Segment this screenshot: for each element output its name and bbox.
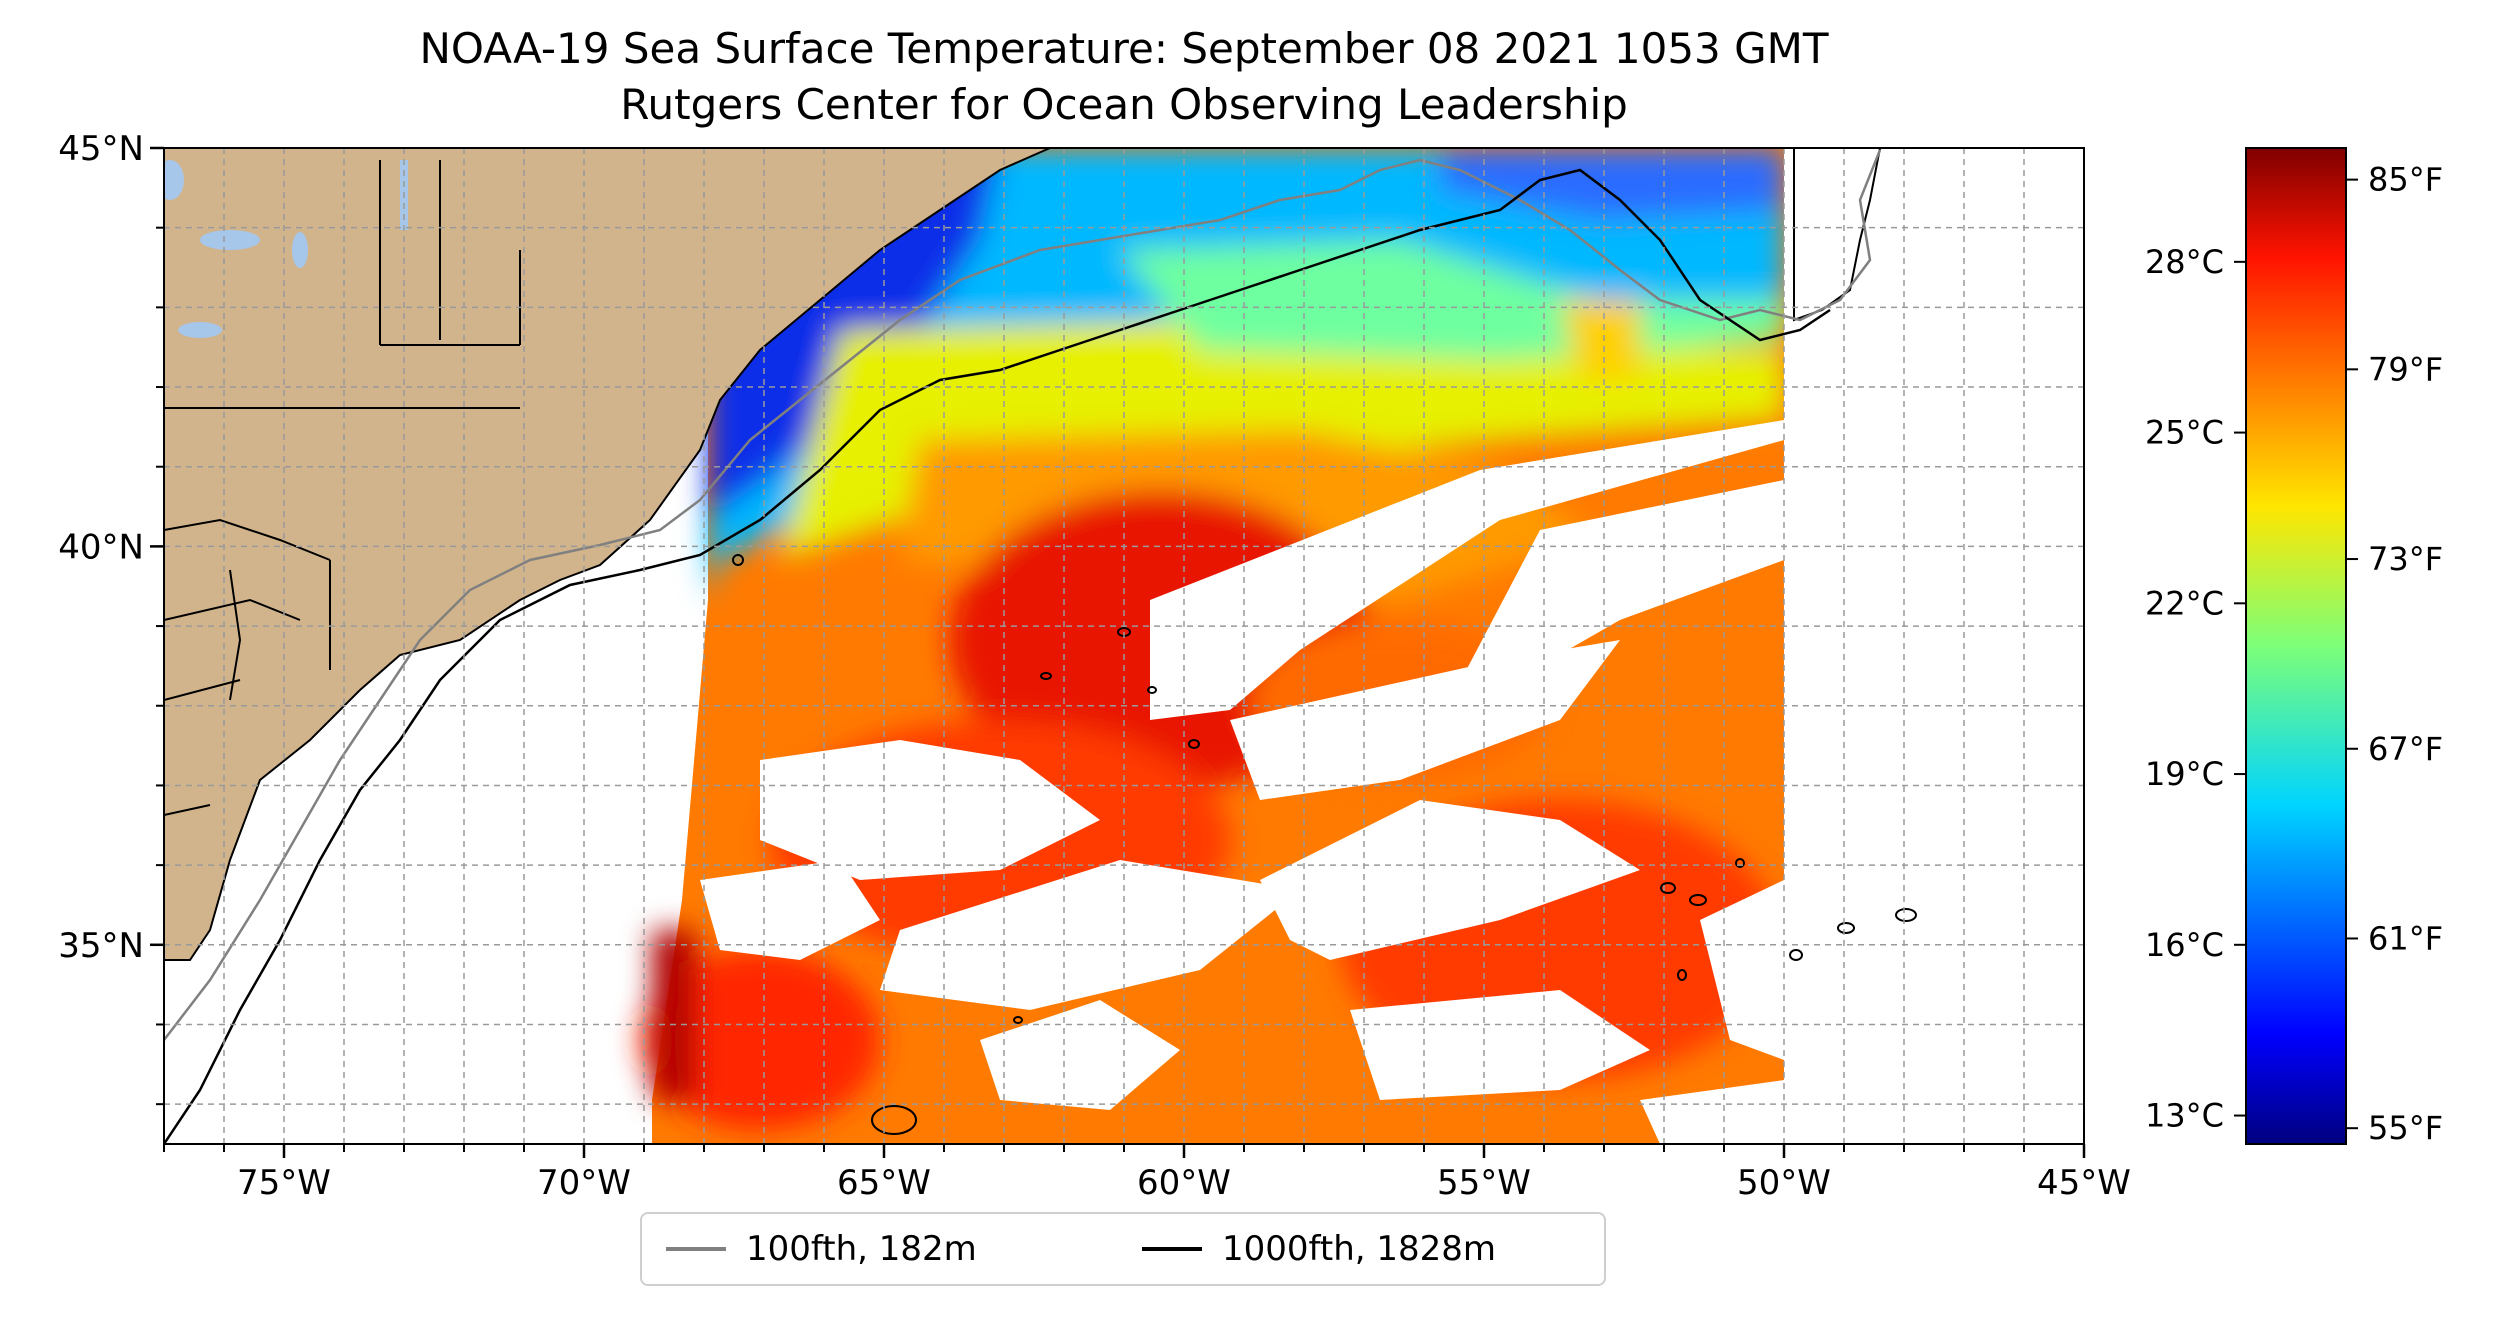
colorbar-c-label: 28°C: [2145, 243, 2224, 281]
colorbar-c-label: 19°C: [2145, 755, 2224, 793]
colorbar-f-label: 61°F: [2368, 919, 2443, 957]
colorbar-c-label: 22°C: [2145, 584, 2224, 622]
legend-label-100fth: 100fth, 182m: [746, 1229, 977, 1269]
x-tick-label: 75°W: [237, 1163, 331, 1203]
colorbar-ticks: 55°F 61°F 67°F 73°F 79°F 85°F 13°C 16°C 19°C 22°C…: [2145, 161, 2443, 1148]
colorbar-f-label: 79°F: [2368, 350, 2443, 388]
x-tick-label: 50°W: [1737, 1163, 1831, 1203]
legend-swatch-black: [1142, 1247, 1202, 1251]
sst-swath: [640, 148, 2084, 1144]
legend-label-1000fth: 1000fth, 1828m: [1222, 1229, 1497, 1269]
x-tick-label: 65°W: [837, 1163, 931, 1203]
land: [164, 148, 1882, 961]
map-area: [164, 148, 2084, 1144]
axis-ticks: 75°W 70°W 65°W 60°W 55°W 50°W 45°W 45°N 40°N 35°N: [58, 129, 2131, 1203]
legend-item-1000fth: 1000fth, 1828m: [1142, 1214, 1496, 1284]
colorbar-c-label: 13°C: [2145, 1097, 2224, 1135]
seamounts: [732, 554, 1917, 1135]
legend-item-100fth: 100fth, 182m: [666, 1214, 977, 1284]
colorbar-f-label: 85°F: [2368, 161, 2443, 199]
colorbar-f-label: 55°F: [2368, 1109, 2443, 1147]
legend: 100fth, 182m 1000fth, 1828m: [640, 1212, 1606, 1286]
y-tick-label: 45°N: [58, 129, 144, 169]
colorbar-c-label: 25°C: [2145, 414, 2224, 452]
isobath-1000fth: [164, 168, 1831, 1144]
colorbar-f-label: 73°F: [2368, 540, 2443, 578]
legend-swatch-gray: [666, 1247, 726, 1251]
y-tick-label: 40°N: [58, 527, 144, 567]
colorbar-f-label: 67°F: [2368, 730, 2443, 768]
gridlines: [164, 148, 2084, 1144]
x-tick-label: 70°W: [537, 1163, 631, 1203]
y-tick-label: 35°N: [58, 926, 144, 966]
x-tick-label: 60°W: [1137, 1163, 1231, 1203]
x-tick-label: 55°W: [1437, 1163, 1531, 1203]
x-tick-label: 45°W: [2037, 1163, 2131, 1203]
chart-title: NOAA-19 Sea Surface Temperature: Septemb…: [419, 24, 1829, 73]
colorbar: [2245, 147, 2347, 1145]
chart-subtitle: Rutgers Center for Ocean Observing Leade…: [620, 80, 1628, 129]
isobath-100fth: [164, 149, 1882, 1041]
colorbar-c-label: 16°C: [2145, 926, 2224, 964]
